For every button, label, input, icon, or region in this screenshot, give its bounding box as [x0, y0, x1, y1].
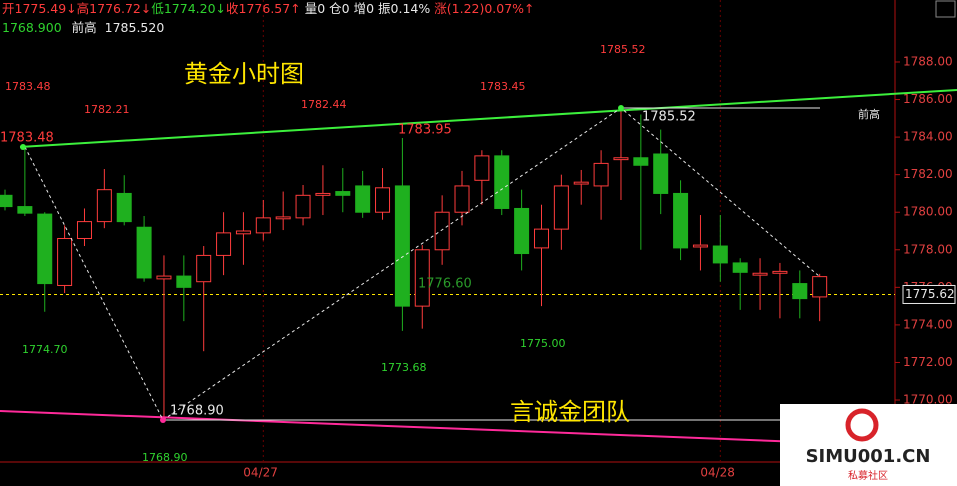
pivot	[618, 105, 624, 111]
pivot	[20, 144, 26, 150]
candle-body	[136, 226, 152, 279]
chart-title: 黄金小时图	[184, 60, 304, 88]
candle-body	[712, 245, 728, 264]
info-bar: 开1775.49↓高1776.72↓低1774.20↓收1776.57↑ 量0 仓0…	[2, 1, 535, 16]
candle-body	[295, 194, 311, 219]
watermark-site: SIMU001.CN	[806, 446, 931, 467]
candle-body	[216, 232, 232, 256]
pivot	[160, 417, 166, 423]
y-tick-label: 1780.00	[903, 205, 953, 219]
price-note: 1785.52	[642, 110, 696, 125]
current-price-box	[902, 284, 956, 304]
candle-body	[454, 185, 470, 213]
candle-body	[514, 207, 530, 255]
candle-body	[812, 276, 828, 298]
candle-body	[673, 192, 689, 249]
info-item: 收1776.57↑	[226, 1, 301, 16]
candle-body	[375, 187, 391, 213]
candle-body	[116, 192, 132, 223]
candle-body	[76, 221, 92, 240]
info-item: 仓0	[329, 1, 350, 16]
x-tick-label: 04/27	[243, 466, 278, 480]
y-tick-label: 1778.00	[903, 242, 953, 256]
candle-body	[57, 238, 73, 286]
price-note: 1768.90	[170, 404, 224, 419]
candle-body	[653, 153, 669, 194]
candle-body	[633, 157, 649, 166]
window-button[interactable]	[935, 0, 956, 18]
price-note: 1783.48	[5, 80, 51, 93]
candle-body	[732, 262, 748, 273]
price-note: 1774.70	[22, 343, 68, 356]
chart-subtitle: 言诚金团队	[510, 398, 630, 426]
candle-body	[593, 162, 609, 187]
candle-body	[553, 185, 569, 230]
y-tick-label: 1772.00	[903, 355, 953, 369]
resistance-trendline	[19, 89, 957, 148]
y-tick-label: 1782.00	[903, 167, 953, 181]
price-note: 1783.45	[480, 80, 526, 93]
info-item: 增0	[354, 1, 375, 16]
y-tick-label: 1788.00	[903, 54, 953, 68]
prev-high-note: 前高	[858, 107, 880, 121]
candle-body	[315, 192, 331, 196]
candle-body	[414, 249, 430, 307]
price-note: 1783.48	[0, 131, 54, 146]
info-item: 高1776.72↓	[77, 1, 152, 16]
x-tick-label: 04/28	[700, 466, 735, 480]
y-tick-label: 1786.00	[903, 92, 953, 106]
price-note: 1782.21	[84, 103, 130, 116]
info-item: 开1775.49↓	[2, 1, 77, 16]
watermark-box	[780, 404, 957, 486]
candle-body	[752, 272, 768, 276]
candle-body	[772, 270, 788, 274]
price-note: 1782.44	[301, 98, 347, 111]
candle-body	[0, 194, 13, 208]
candle-body	[335, 191, 351, 196]
candle-body	[156, 275, 172, 280]
price-note: 1773.68	[381, 361, 427, 374]
watermark-name: 私募社区	[848, 469, 888, 482]
candle-body	[176, 275, 192, 288]
info-item: 低1774.20↓	[151, 1, 226, 16]
candle-body	[792, 283, 808, 300]
info-item: 振0.14%	[378, 1, 430, 16]
price-note: 1785.52	[600, 43, 646, 56]
candle-body	[355, 185, 371, 213]
candle-body	[275, 216, 291, 220]
swing-path	[24, 107, 820, 421]
candle-body	[37, 213, 53, 285]
prev-high-value: 1785.520	[105, 20, 165, 35]
candle-body	[255, 217, 271, 234]
info-item: 量0	[305, 1, 326, 16]
price-note: 1768.90	[142, 451, 188, 464]
y-tick-label: 1784.00	[903, 130, 953, 144]
candle-body	[434, 211, 450, 251]
candle-body	[613, 157, 629, 161]
candle-body	[235, 230, 251, 235]
candle-body	[573, 181, 589, 185]
y-tick-label: 1770.00	[903, 393, 953, 407]
candle-body	[96, 189, 112, 223]
price-note: 1783.95	[398, 123, 452, 138]
y-tick-label: 1774.00	[903, 317, 953, 331]
price-note: 1775.00	[520, 337, 566, 350]
candle-body	[17, 206, 33, 214]
low-value: 1768.900	[2, 20, 62, 35]
price-note: 1776.60	[418, 277, 472, 292]
watermark-logo	[845, 408, 879, 442]
candle-body	[474, 155, 490, 181]
candle-body	[533, 228, 549, 249]
candle-body	[494, 155, 510, 209]
info-line: 1768.900 前高 1785.520	[2, 20, 164, 35]
candle-body	[394, 185, 410, 307]
candle-body	[692, 244, 708, 248]
candle-body	[196, 254, 212, 283]
info-item: 涨(1.22)0.07%↑	[434, 1, 534, 16]
current-price-label: 1775.62	[905, 287, 955, 301]
prev-high-label: 前高	[72, 20, 97, 35]
